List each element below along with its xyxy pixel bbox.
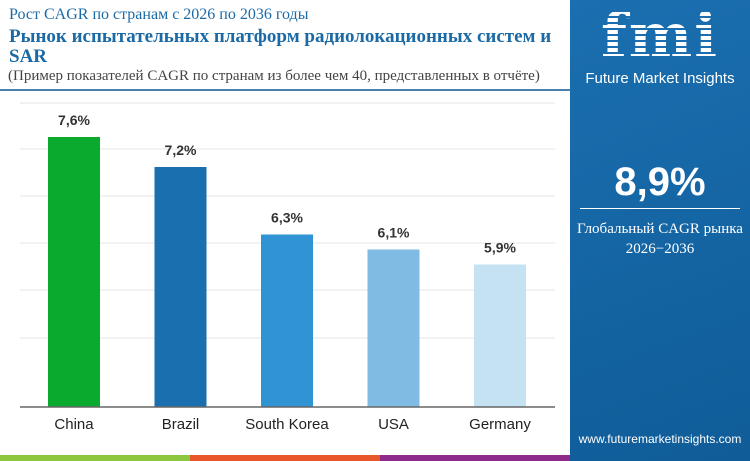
bar-china [48,137,100,407]
fmi-logo: fmi Future Market Insights [570,6,750,87]
global-cagr-period: 2026−2036 [625,241,695,257]
header-divider [0,89,570,91]
global-cagr-caption: Глобальный CAGR рынка 2026−2036 [570,219,750,259]
category-label: South Korea [245,416,329,433]
global-cagr-value: 8,9% [614,160,706,204]
chart-title: Рынок испытательных платформ радиолокаци… [9,26,552,67]
category-label: China [54,416,94,433]
data-label: 7,2% [165,142,197,158]
category-label: USA [378,416,409,433]
stripe-green [0,455,190,461]
bar-brazil [154,167,207,407]
category-label: Germany [469,416,531,433]
data-label: 6,1% [378,225,410,241]
logo-mark: fmi [570,6,750,66]
data-label: 7,6% [58,112,90,128]
bar-germany [474,264,526,407]
website-link[interactable]: www.futuremarketinsights.com [578,432,742,446]
panel-divider [580,208,740,209]
logo-name: Future Market Insights [585,70,735,87]
stripe-orange [190,455,380,461]
bar-usa [367,249,420,407]
global-cagr-label: Глобальный CAGR рынка [577,221,743,237]
chart-subtitle: Рост CAGR по странам с 2026 по 2036 годы [9,6,309,23]
summary-panel: fmi Future Market Insights 8,9% Глобальн… [570,0,750,461]
data-label: 6,3% [271,210,303,226]
data-label: 5,9% [484,240,516,256]
category-label: Brazil [162,416,200,433]
stripe-purple [380,455,570,461]
bar-chart: 7,6% China 7,2% Brazil 6,3% South Korea 6,1% US… [20,102,555,433]
bar-south-korea [261,234,313,407]
chart-note: (Пример показателей CAGR по странам из б… [8,68,540,84]
